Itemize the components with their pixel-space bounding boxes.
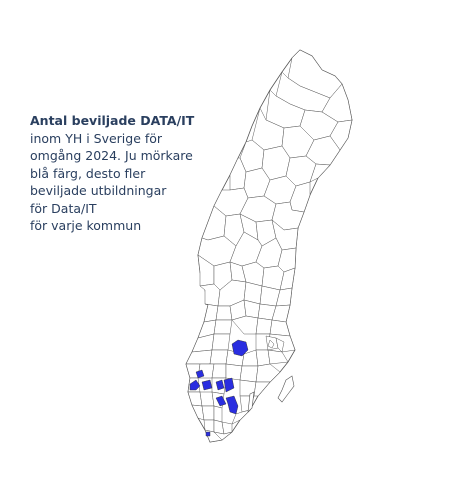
kommun (267, 339, 275, 349)
kommun-highlighted (201, 379, 213, 391)
kommun (185, 349, 213, 365)
kommun-highlighted (225, 395, 239, 415)
kommun (225, 363, 243, 381)
kommun (309, 163, 331, 183)
kommuner-south (185, 299, 296, 443)
kommun-highlighted (195, 369, 205, 379)
kommun (215, 305, 233, 321)
kommun (255, 349, 271, 367)
kommun (213, 319, 233, 335)
map-title-line: för varje kommun (30, 218, 142, 233)
kommun-highlighted (205, 431, 211, 437)
map-title-line: inom YH i Sverige för (30, 130, 163, 146)
kommun (255, 317, 273, 335)
kommun (211, 363, 227, 379)
kommun (267, 349, 289, 365)
kommun-highlighted (189, 379, 201, 391)
kommun (201, 405, 215, 421)
kommun-highlighted (215, 395, 227, 407)
gotland (277, 375, 295, 403)
kommun (329, 119, 353, 151)
map-title-bold: Antal beviljade DATA/IT (30, 113, 195, 128)
map-title-line: omgång 2024. Ju mörkare (30, 148, 193, 163)
kommuner-middle (197, 205, 299, 307)
oland (247, 391, 255, 413)
map-title-line: blå färg, desto fler (30, 165, 146, 181)
kommun-highlighted (223, 377, 235, 393)
kommun-highlighted (215, 379, 225, 391)
map-title-line: beviljade utbildningar (30, 183, 167, 198)
kommun (253, 381, 271, 397)
kommun (191, 333, 215, 353)
map-title: Antal beviljade DATA/IT inom YH i Sverig… (30, 112, 240, 235)
kommun (231, 315, 259, 335)
kommun (213, 405, 223, 423)
kommun (255, 363, 281, 383)
kommun (213, 431, 233, 441)
kommun (211, 333, 231, 351)
kommun (269, 319, 291, 337)
kommun (187, 391, 203, 407)
kommun (239, 365, 259, 383)
kommun (199, 391, 215, 407)
kommun (209, 349, 229, 365)
kommun (275, 337, 285, 353)
kommun-highlighted (231, 339, 249, 357)
kommuner-highlighted (189, 339, 249, 437)
kommuner-north (213, 49, 353, 231)
kommun (199, 283, 221, 307)
map-title-line: för Data/IT (30, 200, 97, 216)
